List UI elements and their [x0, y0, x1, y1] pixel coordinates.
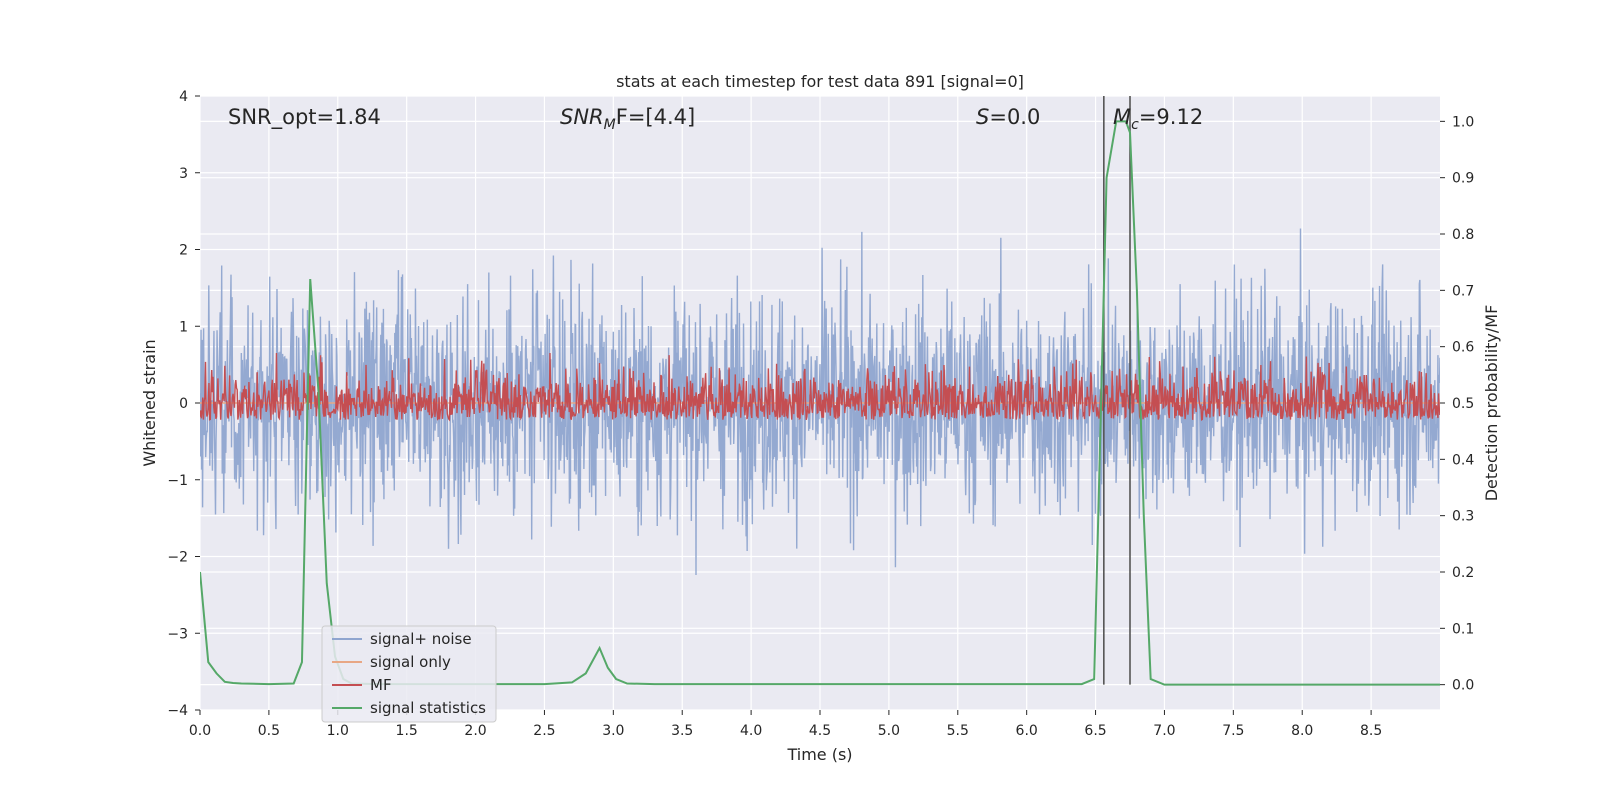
- x-tick-label: 5.0: [878, 723, 900, 739]
- annotation-s: S=0.0: [976, 105, 1040, 129]
- ticks: 0.0 0.5 1.0 1.5 2.0 2.5 3.0 3.5 4.0 4.5 5.0 5.5 6.0 6…: [167, 89, 1474, 739]
- chart-title: stats at each timestep for test data 891…: [616, 72, 1024, 91]
- x-tick-label: 2.5: [533, 723, 555, 739]
- legend-label-mf: MF: [370, 676, 392, 694]
- legend: signal+ noise signal only MF signal stat…: [321, 625, 497, 723]
- x-tick-label: 1.5: [396, 723, 418, 739]
- x-tick-label: 6.5: [1084, 723, 1106, 739]
- x-tick-label: 5.5: [947, 723, 969, 739]
- legend-label-signal-noise: signal+ noise: [370, 630, 472, 648]
- annotations: SNR_opt=1.84 SNRMF=[4.4] S=0.0 Mc=9.12: [228, 105, 1203, 133]
- legend-label-signal-statistics: signal statistics: [370, 699, 486, 717]
- y-tick-label: −1: [167, 473, 188, 489]
- y2-tick-label: 0.2: [1452, 565, 1474, 581]
- y2-tick-label: 0.5: [1452, 396, 1474, 412]
- y-axis-label: Whitened strain: [140, 339, 159, 466]
- annotation-snr-opt: SNR_opt=1.84: [228, 105, 381, 130]
- y-tick-label: 3: [179, 166, 188, 182]
- x-axis-label: Time (s): [786, 745, 852, 764]
- y2-tick-label: 0.9: [1452, 171, 1474, 187]
- legend-label-signal-only: signal only: [370, 653, 451, 671]
- annotation-snr-mf-main: SNR: [560, 105, 604, 129]
- y-tick-label: −4: [167, 703, 188, 719]
- annotation-s-rest: =0.0: [989, 105, 1040, 129]
- y2-tick-label: 1.0: [1452, 114, 1474, 130]
- y2-tick-label: 0.6: [1452, 340, 1474, 356]
- annotation-mc: Mc=9.12: [1113, 105, 1203, 133]
- y-tick-label: 1: [179, 319, 188, 335]
- annotation-mc-sub: c: [1131, 117, 1139, 133]
- annotation-snr-mf-rest: F=[4.4]: [616, 105, 695, 129]
- annotation-mc-rest: =9.12: [1139, 105, 1203, 129]
- y2-tick-label: 0.1: [1452, 621, 1474, 637]
- y2-tick-label: 0.4: [1452, 452, 1474, 468]
- annotation-snr-mf-sub: M: [604, 117, 616, 133]
- y-tick-label: 4: [179, 89, 188, 105]
- y-tick-label: 2: [179, 243, 188, 259]
- y-tick-label: −3: [167, 626, 188, 642]
- x-tick-label: 7.5: [1222, 723, 1244, 739]
- x-tick-label: 4.5: [809, 723, 831, 739]
- x-tick-label: 0.5: [258, 723, 280, 739]
- legend-box: [321, 625, 497, 723]
- y2-tick-label: 0.0: [1452, 678, 1474, 694]
- x-tick-label: 4.0: [740, 723, 762, 739]
- y2-axis-label: Detection probability/MF: [1482, 305, 1501, 502]
- y2-tick-label: 0.7: [1452, 283, 1474, 299]
- x-tick-label: 8.0: [1291, 723, 1313, 739]
- y2-tick-label: 0.8: [1452, 227, 1474, 243]
- x-tick-label: 2.0: [464, 723, 486, 739]
- x-tick-label: 3.0: [602, 723, 624, 739]
- series-mf-line: [200, 352, 1440, 422]
- annotation-mc-main: M: [1113, 105, 1131, 129]
- x-tick-label: 6.0: [1016, 723, 1038, 739]
- x-tick-label: 7.0: [1153, 723, 1175, 739]
- x-tick-label: 8.5: [1360, 723, 1382, 739]
- series-layer: [200, 96, 1440, 686]
- annotation-s-main: S: [976, 105, 989, 129]
- x-tick-label: 1.0: [327, 723, 349, 739]
- y2-tick-label: 0.3: [1452, 509, 1474, 525]
- y-tick-label: 0: [179, 396, 188, 412]
- y-tick-label: −2: [167, 550, 188, 566]
- x-tick-label: 0.0: [189, 723, 211, 739]
- series-signal-noise-line: [200, 228, 1440, 575]
- annotation-snr-mf: SNRMF=[4.4]: [560, 105, 695, 133]
- x-tick-label: 3.5: [671, 723, 693, 739]
- series-signal-statistics-line: [200, 120, 1440, 686]
